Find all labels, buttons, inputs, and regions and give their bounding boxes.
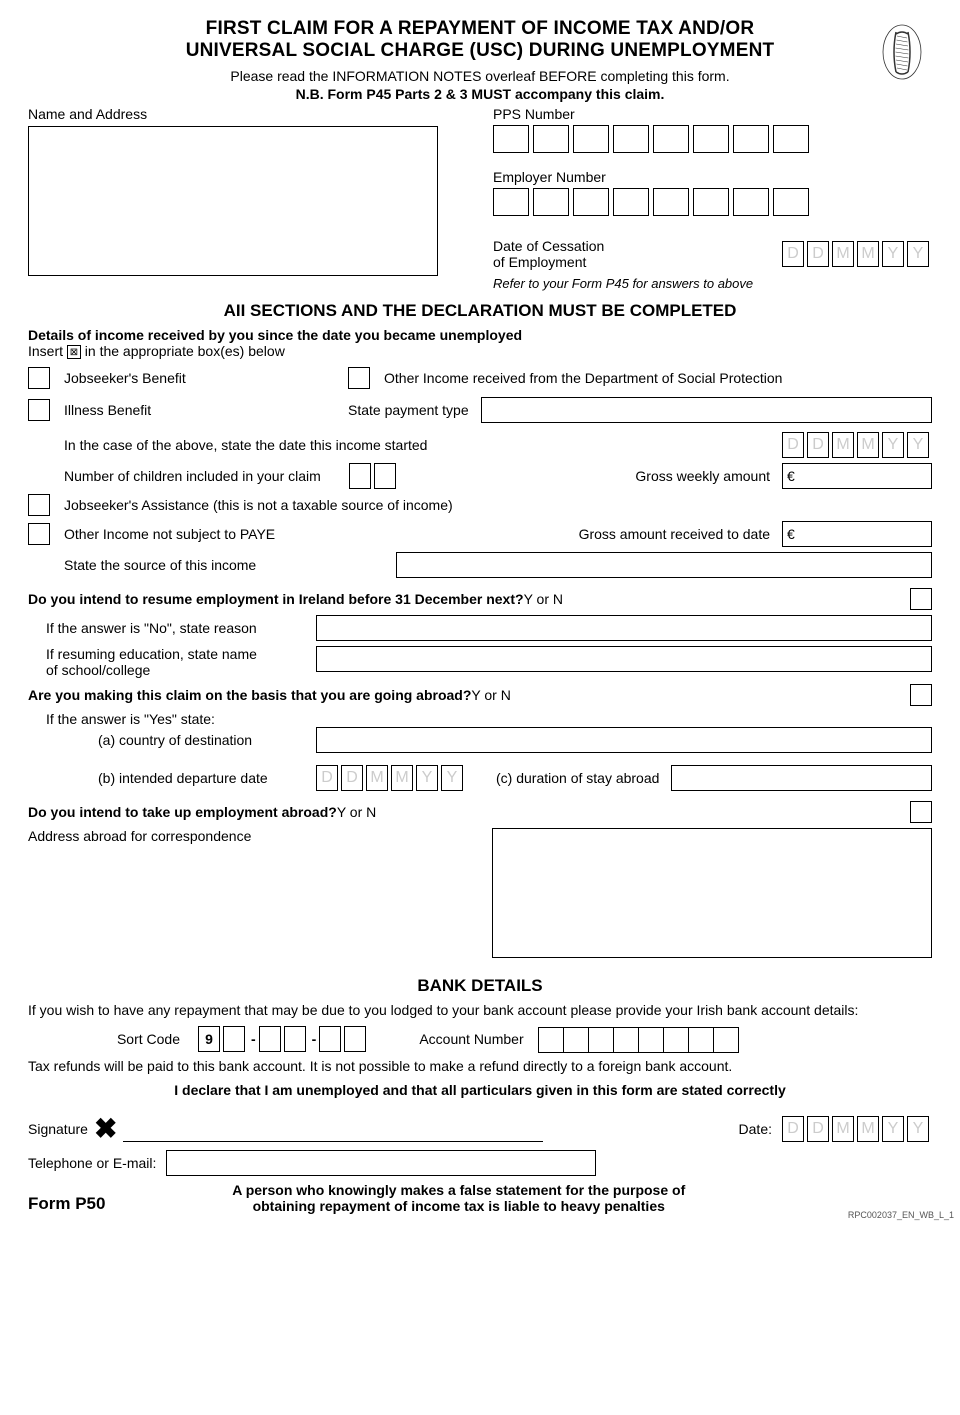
going-abroad-q: Are you making this claim on the basis t… [28,687,471,703]
if-education-label-1: If resuming education, state name [46,646,316,662]
cessation-label-2: of Employment [493,254,782,270]
state-payment-type-input[interactable] [481,397,932,423]
pps-label: PPS Number [493,106,932,122]
going-abroad-input[interactable] [910,684,932,706]
insert-instruction: Insert ⊠ in the appropriate box(es) belo… [28,343,932,359]
num-children-input[interactable] [349,463,399,489]
resume-employment-input[interactable] [910,588,932,610]
if-yes-label: If the answer is "Yes" state: [46,711,932,727]
state-source-label: State the source of this income [64,557,256,573]
all-sections-heading: AII SECTIONS AND THE DECLARATION MUST BE… [28,301,932,321]
employ-abroad-y-or-n: Y or N [337,804,376,820]
bank-details-heading: BANK DETAILS [28,976,932,996]
tel-email-label: Telephone or E-mail: [28,1155,156,1171]
departure-date-label: (b) intended departure date [98,770,316,786]
addr-abroad-label: Address abroad for correspondence [28,828,251,844]
penalty-line-1: A person who knowingly makes a false sta… [125,1182,792,1198]
if-no-reason-input[interactable] [316,615,932,641]
name-address-input[interactable] [28,126,438,276]
sort-code-label: Sort Code [28,1031,198,1047]
bank-intro-text: If you wish to have any repayment that m… [28,1002,932,1018]
duration-abroad-label: (c) duration of stay abroad [496,770,659,786]
signature-input[interactable] [123,1116,543,1142]
signature-date-input[interactable]: DDMMYY [782,1116,932,1142]
illness-benefit-checkbox[interactable] [28,399,50,421]
other-income-dsp-checkbox[interactable] [348,367,370,389]
account-number-input[interactable] [538,1027,738,1053]
gross-weekly-label: Gross weekly amount [635,468,770,484]
employer-no-input[interactable] [493,188,932,216]
penalty-line-2: obtaining repayment of income tax is lia… [125,1198,792,1214]
title-line-2: UNIVERSAL SOCIAL CHARGE (USC) DURING UNE… [28,40,932,62]
income-start-date-input[interactable]: DDMMYY [782,432,932,458]
school-college-input[interactable] [316,646,932,672]
departure-date-input[interactable]: DDMMYY [316,765,466,791]
form-code: Form P50 [28,1194,105,1214]
date-label: Date: [739,1121,772,1137]
income-start-date-label: In the case of the above, state the date… [64,437,427,453]
subnote-1: Please read the INFORMATION NOTES overle… [28,68,932,84]
country-destination-label: (a) country of destination [98,732,316,748]
cessation-label-1: Date of Cessation [493,238,782,254]
title-line-1: FIRST CLAIM FOR A REPAYMENT OF INCOME TA… [28,18,932,40]
subnote-2: N.B. Form P45 Parts 2 & 3 MUST accompany… [28,86,932,102]
pps-input[interactable] [493,125,932,153]
signature-label: Signature [28,1121,88,1137]
abroad-y-or-n: Y or N [471,687,510,703]
illness-benefit-label: Illness Benefit [64,402,151,418]
sort-code-input[interactable]: 9 - - [198,1026,369,1052]
employment-abroad-q: Do you intend to take up employment abro… [28,804,337,820]
footer-doc-code: RPC002037_EN_WB_L_1 [848,1210,954,1220]
declaration-text: I declare that I am unemployed and that … [28,1082,932,1098]
signature-x-icon: ✖ [94,1112,117,1145]
state-source-input[interactable] [396,552,932,578]
refund-note: Tax refunds will be paid to this bank ac… [28,1058,932,1074]
gross-to-date-label: Gross amount received to date [579,526,770,542]
country-destination-input[interactable] [316,727,932,753]
if-no-reason-label: If the answer is "No", state reason [46,620,316,636]
resume-employment-q: Do you intend to resume employment in Ir… [28,591,524,607]
jobseekers-assistance-checkbox[interactable] [28,494,50,516]
duration-abroad-input[interactable] [671,765,932,791]
account-number-label: Account Number [419,1031,523,1047]
refer-p45-note: Refer to your Form P45 for answers to ab… [493,276,932,291]
cessation-date-input[interactable]: DDMMYY [782,241,932,267]
gross-weekly-input[interactable]: € [782,463,932,489]
employer-no-label: Employer Number [493,169,932,185]
other-not-paye-label: Other Income not subject to PAYE [64,526,275,542]
addr-abroad-input[interactable] [492,828,932,958]
jobseekers-benefit-label: Jobseeker's Benefit [64,370,186,386]
if-education-label-2: of school/college [46,662,316,678]
tel-email-input[interactable] [166,1150,596,1176]
jobseekers-assistance-label: Jobseeker's Assistance (this is not a ta… [64,497,453,513]
resume-y-or-n: Y or N [524,591,563,607]
state-payment-type-label: State payment type [348,402,469,418]
jobseekers-benefit-checkbox[interactable] [28,367,50,389]
employment-abroad-input[interactable] [910,801,932,823]
other-income-dsp-label: Other Income received from the Departmen… [384,370,782,386]
name-address-label: Name and Address [28,106,467,122]
num-children-label: Number of children included in your clai… [64,468,321,484]
gross-to-date-input[interactable]: € [782,521,932,547]
insert-mark-icon: ⊠ [67,345,81,359]
income-details-heading: Details of income received by you since … [28,327,932,343]
other-not-paye-checkbox[interactable] [28,523,50,545]
